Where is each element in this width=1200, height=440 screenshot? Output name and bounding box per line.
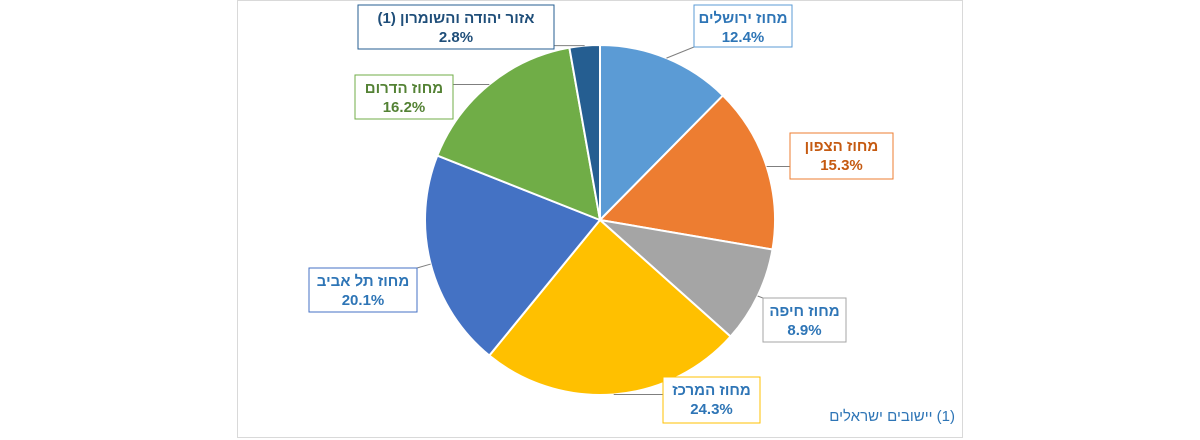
data-label-box — [357, 4, 555, 50]
slice-value-label: 16.2% — [383, 99, 426, 116]
slice-value-label: 8.9% — [787, 322, 821, 339]
slice-value-label: 20.1% — [342, 292, 385, 309]
slice-label: מחוז תל אביב — [317, 273, 409, 290]
slice-label: מחוז הדרום — [365, 80, 443, 97]
slice-label: מחוז ירושלים — [699, 10, 788, 27]
footnote: (1) יישובים ישראלים — [829, 408, 955, 425]
leader-line — [757, 295, 764, 299]
data-label-box — [789, 132, 894, 180]
slice-value-label: 24.3% — [690, 401, 733, 418]
leader-line — [416, 263, 431, 269]
data-label-box — [693, 4, 793, 48]
pie-slice — [599, 43, 725, 223]
slice-label: מחוז המרכז — [672, 382, 751, 399]
slice-label: מחוז חיפה — [769, 303, 839, 320]
pie-slice — [487, 218, 732, 396]
data-label-box — [354, 74, 454, 120]
data-label-box — [308, 267, 418, 313]
pie-slice — [435, 46, 602, 222]
slice-label: מחוז הצפון — [805, 138, 879, 155]
pie-slice — [596, 218, 774, 338]
leader-line — [666, 46, 695, 59]
data-label-box — [662, 376, 761, 424]
slice-label: אזור יהודה והשומרון (1) — [378, 10, 535, 27]
slice-value-label: 2.8% — [439, 29, 473, 46]
slice-value-label: 12.4% — [722, 29, 765, 46]
pie-slice — [424, 154, 602, 357]
data-label-box — [762, 297, 847, 343]
slice-value-label: 15.3% — [820, 157, 863, 174]
